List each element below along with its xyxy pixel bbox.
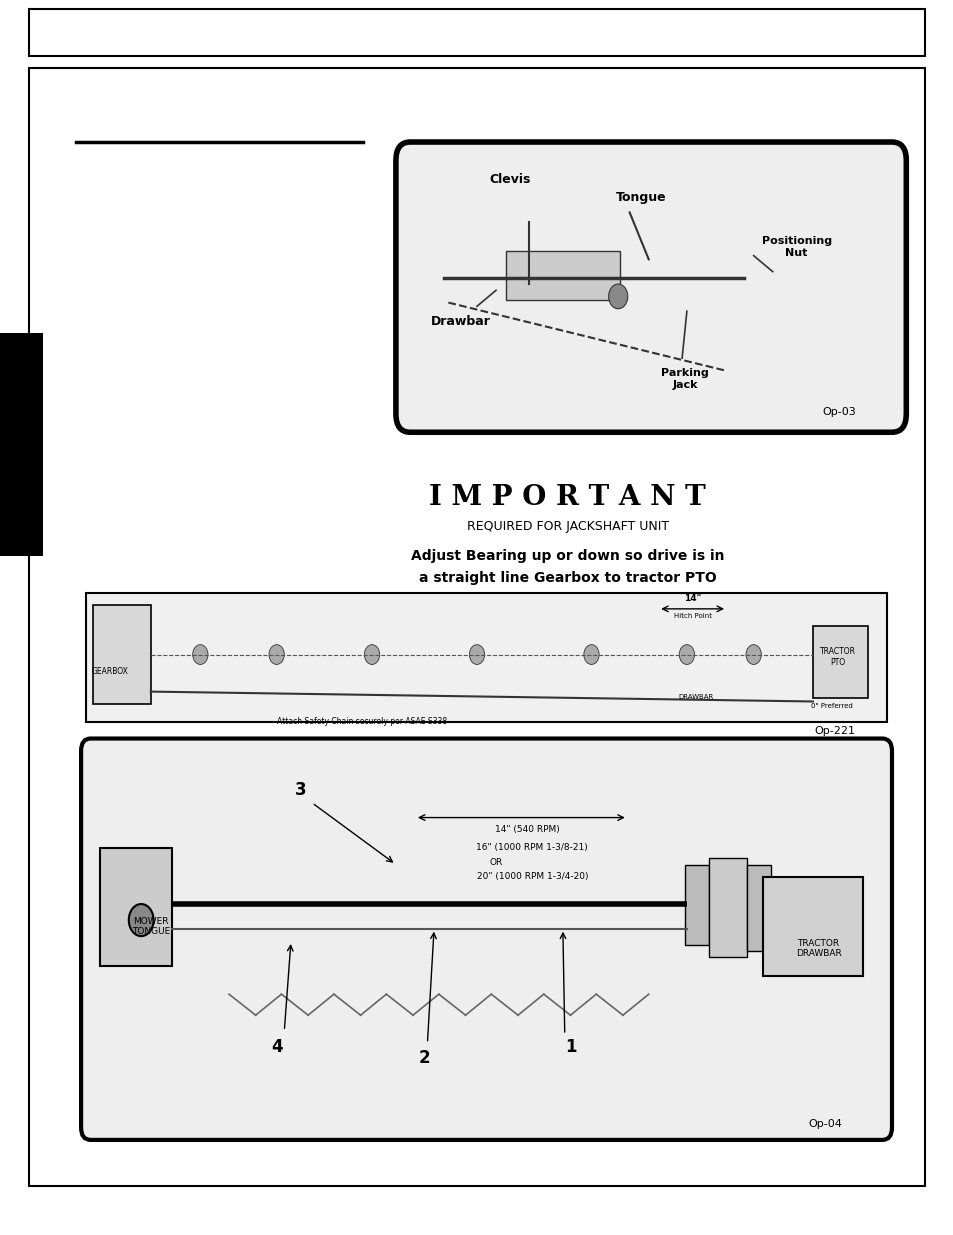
Text: OR: OR: [489, 857, 502, 867]
Text: Attach Safety Chain securely per ASAE S338: Attach Safety Chain securely per ASAE S3…: [277, 716, 447, 726]
Bar: [746, 864, 770, 951]
Circle shape: [269, 645, 284, 664]
Circle shape: [193, 645, 208, 664]
Text: 4: 4: [271, 1039, 282, 1056]
Text: 14": 14": [683, 594, 700, 603]
Text: 20" (1000 RPM 1-3/4-20): 20" (1000 RPM 1-3/4-20): [476, 872, 587, 882]
Text: I M P O R T A N T: I M P O R T A N T: [429, 484, 705, 511]
Text: Op-03: Op-03: [821, 408, 856, 417]
Bar: [684, 864, 708, 945]
Bar: [708, 858, 746, 957]
Circle shape: [608, 284, 627, 309]
Circle shape: [745, 645, 760, 664]
FancyBboxPatch shape: [29, 9, 924, 56]
Text: a straight line Gearbox to tractor PTO: a straight line Gearbox to tractor PTO: [418, 571, 716, 585]
FancyBboxPatch shape: [29, 68, 924, 1186]
Text: REQUIRED FOR JACKSHAFT UNIT: REQUIRED FOR JACKSHAFT UNIT: [466, 520, 668, 532]
Text: Positioning
Nut: Positioning Nut: [760, 236, 831, 258]
Text: TRACTOR
PTO: TRACTOR PTO: [819, 647, 855, 667]
Circle shape: [129, 904, 153, 936]
Text: Drawbar: Drawbar: [431, 315, 490, 327]
Bar: [812, 626, 867, 698]
Circle shape: [583, 645, 598, 664]
Text: Hitch Point: Hitch Point: [673, 613, 711, 619]
Circle shape: [679, 645, 694, 664]
FancyBboxPatch shape: [395, 142, 905, 432]
Text: DRAWBAR: DRAWBAR: [679, 694, 713, 699]
Circle shape: [364, 645, 379, 664]
Text: Op-04: Op-04: [807, 1119, 841, 1129]
Circle shape: [469, 645, 484, 664]
Text: 16" (1000 RPM 1-3/8-21): 16" (1000 RPM 1-3/8-21): [476, 842, 588, 852]
Text: Op-221: Op-221: [814, 726, 854, 736]
FancyBboxPatch shape: [81, 739, 891, 1140]
Text: MOWER
TONGUE: MOWER TONGUE: [132, 916, 170, 936]
Bar: [100, 848, 172, 966]
Bar: [505, 251, 619, 300]
Text: Parking
Jack: Parking Jack: [660, 368, 708, 390]
Text: GEARBOX: GEARBOX: [91, 667, 128, 677]
Text: 3: 3: [294, 782, 306, 799]
Text: 1: 1: [564, 1039, 576, 1056]
Bar: [0, 333, 43, 556]
Text: Clevis: Clevis: [489, 173, 531, 185]
Text: Adjust Bearing up or down so drive is in: Adjust Bearing up or down so drive is in: [411, 548, 723, 563]
Text: 14" (540 RPM): 14" (540 RPM): [495, 825, 559, 835]
Text: TRACTOR
DRAWBAR: TRACTOR DRAWBAR: [795, 939, 841, 958]
Text: Tongue: Tongue: [615, 191, 666, 204]
Text: 2: 2: [418, 1050, 430, 1067]
Bar: [762, 877, 862, 976]
Bar: [93, 605, 151, 704]
FancyBboxPatch shape: [86, 593, 886, 722]
Text: 0" Preferred: 0" Preferred: [810, 704, 852, 709]
